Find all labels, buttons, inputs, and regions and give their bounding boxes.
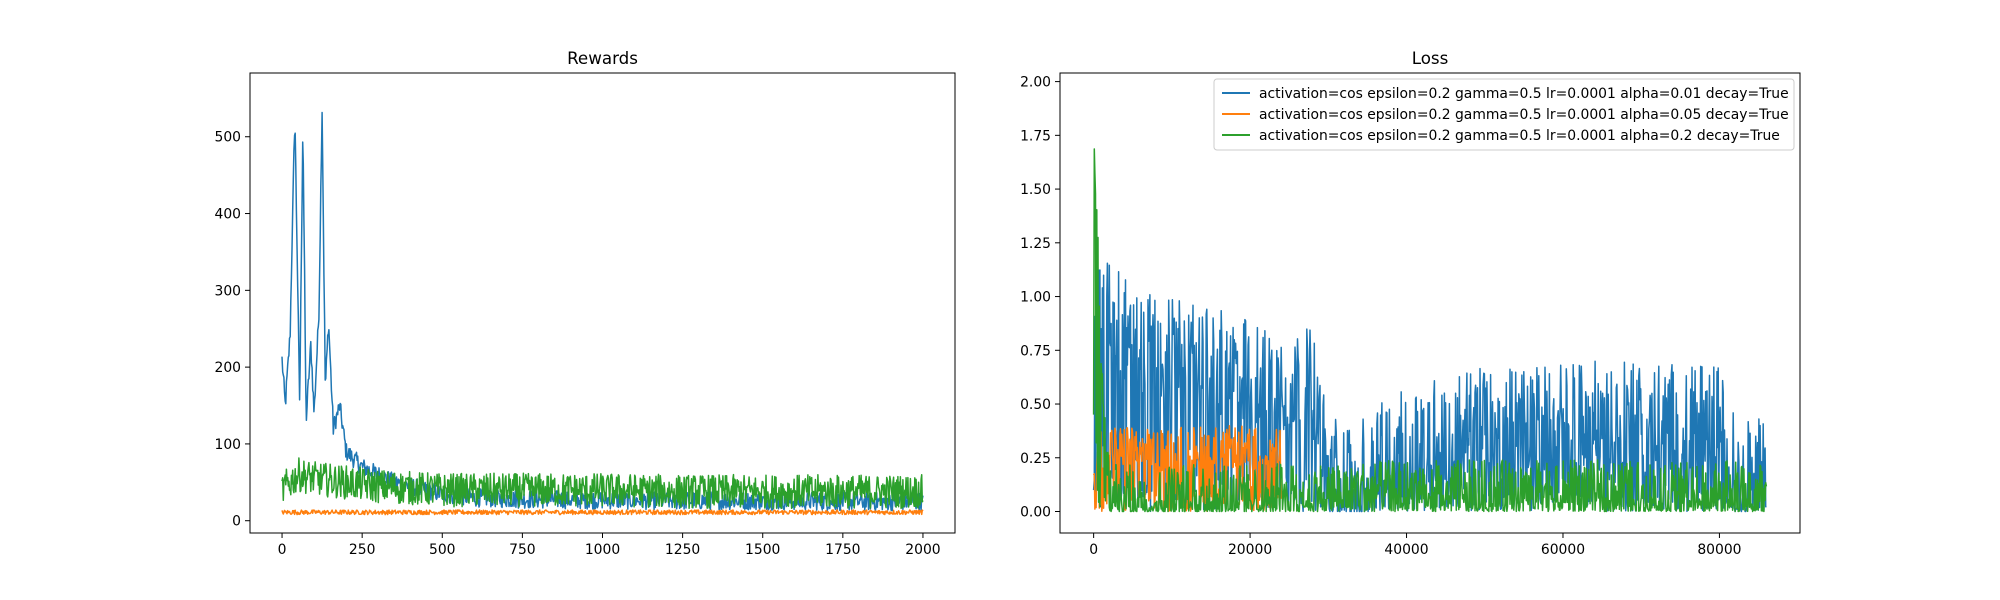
loss-legend-label: activation=cos epsilon=0.2 gamma=0.5 lr=… (1259, 107, 1789, 123)
loss-ytick-label: 0.75 (1020, 343, 1051, 359)
loss-xtick-label: 20000 (1228, 542, 1272, 558)
rewards-ytick-label: 0 (232, 514, 241, 530)
loss-ytick-label: 1.50 (1020, 182, 1051, 198)
rewards-xtick-label: 1000 (585, 542, 620, 558)
loss-xtick-label: 0 (1089, 542, 1098, 558)
loss-ytick-label: 0.00 (1020, 505, 1051, 521)
loss-legend-box (1213, 78, 1795, 151)
loss-series-group (1092, 148, 1768, 513)
loss-xtick-label: 40000 (1384, 542, 1428, 558)
rewards-ytick-label: 300 (214, 283, 241, 299)
loss-ytick-label: 1.75 (1020, 128, 1051, 144)
rewards-series-line-1 (281, 111, 924, 512)
rewards-xtick-label: 1750 (825, 542, 860, 558)
loss-series-line-3 (1092, 148, 1768, 513)
rewards-chart-title: Rewards (567, 48, 638, 68)
loss-series-line-2 (1092, 424, 1283, 513)
loss-ytick-label: 1.25 (1020, 236, 1051, 252)
loss-chart: 0 20000 40000 60000 80000 0.00 0.25 0.50 0.75 1.0… (1020, 48, 1801, 558)
loss-ytick-label: 0.50 (1020, 397, 1051, 413)
loss-chart-title: Loss (1412, 48, 1449, 68)
rewards-xtick-label: 750 (509, 542, 536, 558)
rewards-xtick-label: 0 (278, 542, 287, 558)
loss-ytick-label: 0.25 (1020, 451, 1051, 467)
loss-ytick-label: 2.00 (1020, 75, 1051, 91)
rewards-chart: 0 250 500 750 1000 1250 1500 1750 2000 0 100 200 300… (214, 48, 956, 558)
loss-ytick-label: 1.00 (1020, 290, 1051, 306)
rewards-xtick-label: 1250 (665, 542, 700, 558)
rewards-ytick-label: 400 (214, 207, 241, 223)
loss-legend-label: activation=cos epsilon=0.2 gamma=0.5 lr=… (1259, 86, 1789, 102)
loss-xtick-label: 60000 (1541, 542, 1585, 558)
loss-legend: activation=cos epsilon=0.2 gamma=0.5 lr=… (1213, 78, 1795, 151)
rewards-axes-frame (249, 72, 956, 534)
rewards-ytick-label: 500 (214, 130, 241, 146)
loss-xtick-label: 80000 (1697, 542, 1741, 558)
rewards-series-line-2 (281, 509, 924, 516)
rewards-series-group (281, 111, 924, 516)
loss-axes-frame (1059, 72, 1801, 534)
rewards-ytick-label: 100 (214, 437, 241, 453)
rewards-xtick-label: 250 (349, 542, 376, 558)
loss-legend-label: activation=cos epsilon=0.2 gamma=0.5 lr=… (1259, 128, 1780, 144)
rewards-ytick-label: 200 (214, 360, 241, 376)
rewards-xtick-label: 500 (429, 542, 456, 558)
rewards-xtick-label: 1500 (745, 542, 780, 558)
rewards-series-line-3 (281, 457, 924, 510)
rewards-xtick-label: 2000 (905, 542, 940, 558)
